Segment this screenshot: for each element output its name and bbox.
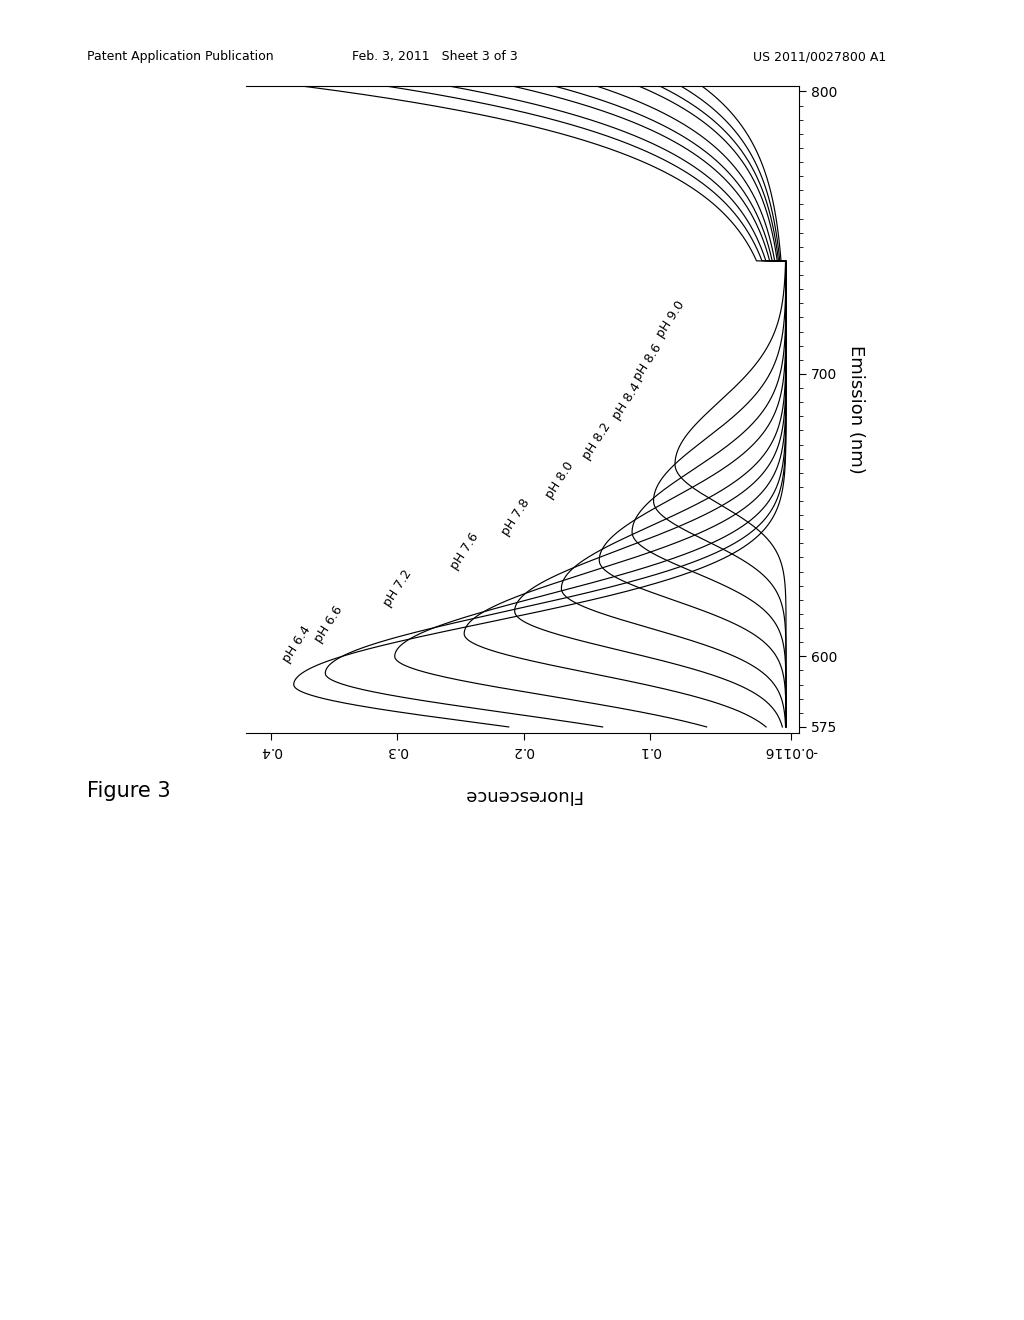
Text: Patent Application Publication: Patent Application Publication bbox=[87, 50, 273, 63]
Text: pH 8.0: pH 8.0 bbox=[543, 459, 577, 502]
Text: pH 8.4: pH 8.4 bbox=[610, 380, 643, 422]
Text: pH 7.8: pH 7.8 bbox=[499, 496, 532, 539]
Text: pH 6.4: pH 6.4 bbox=[281, 623, 313, 665]
Text: pH 6.6: pH 6.6 bbox=[312, 603, 345, 645]
Text: Figure 3: Figure 3 bbox=[87, 781, 171, 801]
Text: US 2011/0027800 A1: US 2011/0027800 A1 bbox=[753, 50, 886, 63]
X-axis label: Fluorescence: Fluorescence bbox=[463, 787, 582, 804]
Text: pH 8.2: pH 8.2 bbox=[580, 420, 613, 462]
Y-axis label: Emission (nm): Emission (nm) bbox=[847, 345, 864, 474]
Text: pH 9.0: pH 9.0 bbox=[654, 298, 687, 341]
Text: pH 7.6: pH 7.6 bbox=[449, 531, 481, 572]
Text: Feb. 3, 2011   Sheet 3 of 3: Feb. 3, 2011 Sheet 3 of 3 bbox=[352, 50, 518, 63]
Text: pH 8.6: pH 8.6 bbox=[632, 341, 665, 383]
Text: pH 7.2: pH 7.2 bbox=[382, 568, 415, 609]
